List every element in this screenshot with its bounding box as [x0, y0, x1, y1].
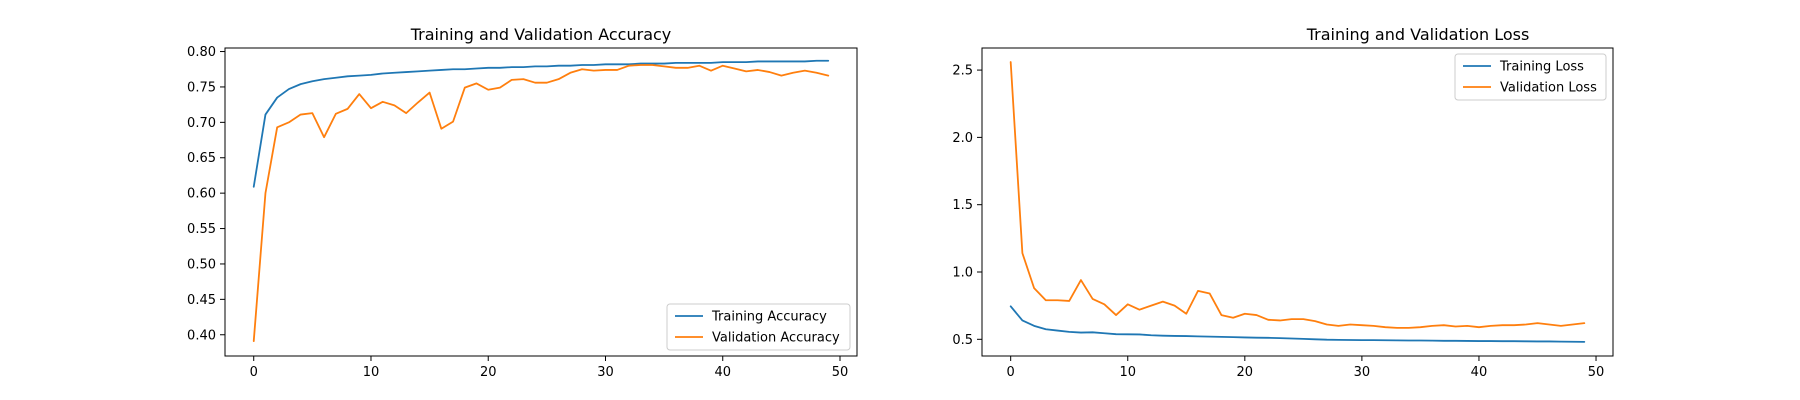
loss-legend-box [1454, 53, 1607, 101]
loss-legend: Training Loss Validation Loss [1454, 53, 1607, 101]
accuracy-legend-label-training: Training Accuracy [711, 310, 827, 325]
accuracy-x-tick-label: 10 [363, 365, 380, 380]
accuracy-x-tick-label: 40 [714, 365, 731, 380]
accuracy-x-tick-label: 50 [832, 365, 849, 380]
loss-y-tick-label: 1.0 [952, 266, 973, 281]
accuracy-legend-label-validation: Validation Accuracy [712, 331, 840, 346]
accuracy-y-tick-label: 0.80 [187, 45, 216, 60]
loss-x-tick-label: 10 [1119, 365, 1136, 380]
accuracy-series-training-accuracy [252, 59, 830, 188]
accuracy-legend-box [666, 303, 851, 351]
accuracy-axes-frame [224, 47, 858, 357]
loss-y-tick-label: 1.5 [952, 198, 973, 213]
loss-legend-label-validation: Validation Loss [1500, 81, 1597, 96]
accuracy-x-axis: 0 10 20 30 40 50 [250, 356, 849, 380]
accuracy-y-tick-label: 0.65 [187, 151, 216, 166]
accuracy-y-tick-label: 0.75 [187, 80, 216, 95]
loss-chart-title: Training and Validation Loss [1306, 25, 1530, 44]
accuracy-chart: Training and Validation Accuracy 0 10 20 30… [187, 25, 858, 380]
accuracy-x-tick-label: 20 [480, 365, 497, 380]
loss-series-validation-loss [1009, 61, 1586, 329]
accuracy-y-tick-label: 0.70 [187, 116, 216, 131]
accuracy-x-tick-label: 30 [597, 365, 614, 380]
loss-legend-label-training: Training Loss [1499, 60, 1584, 75]
loss-y-tick-label: 2.5 [952, 64, 973, 79]
accuracy-chart-title: Training and Validation Accuracy [410, 25, 672, 44]
loss-chart: Training and Validation Loss 0 10 20 30 40 50… [952, 25, 1614, 380]
loss-x-tick-label: 50 [1588, 365, 1605, 380]
accuracy-series-validation-accuracy [252, 64, 830, 343]
loss-x-tick-label: 20 [1237, 365, 1254, 380]
loss-y-axis: 0.5 1.0 1.5 2.0 2.5 [952, 64, 982, 348]
loss-series-training-loss [1009, 305, 1586, 343]
accuracy-legend: Training Accuracy Validation Accuracy [666, 303, 851, 351]
loss-y-tick-label: 2.0 [952, 131, 973, 146]
loss-plot-area [1009, 61, 1586, 343]
accuracy-y-tick-label: 0.40 [187, 328, 216, 343]
accuracy-y-tick-label: 0.45 [187, 293, 216, 308]
loss-y-tick-label: 0.5 [952, 333, 973, 348]
accuracy-y-tick-label: 0.55 [187, 222, 216, 237]
accuracy-y-tick-label: 0.60 [187, 187, 216, 202]
loss-axes-frame [981, 47, 1614, 357]
loss-x-axis: 0 10 20 30 40 50 [1007, 356, 1605, 380]
loss-x-tick-label: 0 [1007, 365, 1015, 380]
accuracy-y-tick-label: 0.50 [187, 257, 216, 272]
accuracy-plot-area [252, 59, 830, 343]
loss-x-tick-label: 40 [1471, 365, 1488, 380]
accuracy-y-axis: 0.40 0.45 0.50 0.55 0.60 0.65 0.70 0.75 0.80 [187, 45, 225, 343]
accuracy-x-tick-label: 0 [250, 365, 258, 380]
loss-x-tick-label: 30 [1354, 365, 1371, 380]
